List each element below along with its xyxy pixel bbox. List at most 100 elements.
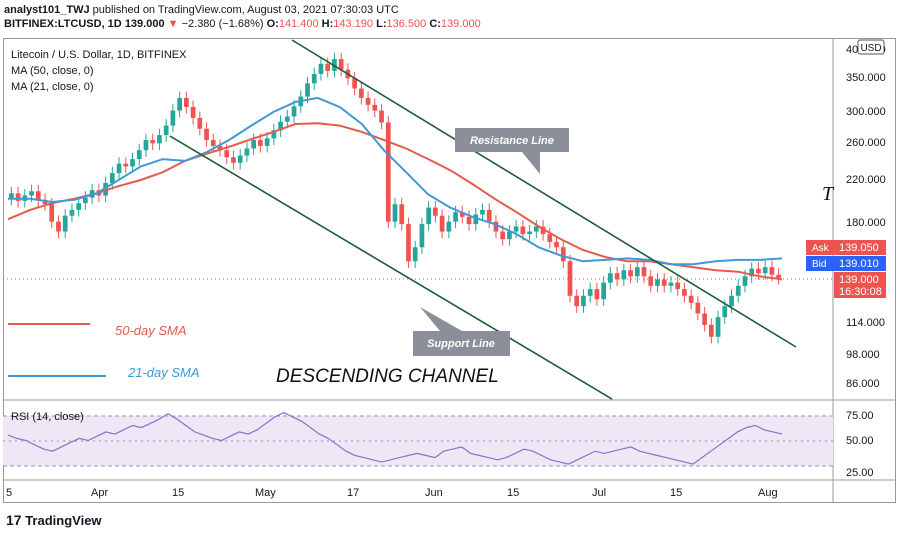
rsi-line[interactable] xyxy=(7,411,783,465)
candle-body[interactable] xyxy=(170,110,176,126)
candle-body[interactable] xyxy=(473,214,479,225)
candle-body[interactable] xyxy=(641,267,647,277)
candle-body[interactable] xyxy=(352,78,357,89)
candle-body[interactable] xyxy=(399,204,405,225)
candle-body[interactable] xyxy=(486,209,492,222)
candle-body[interactable] xyxy=(150,140,156,144)
price-axis[interactable]: 400.000 350.000 300.000 260.000 220.000 … xyxy=(846,44,886,390)
candle-body[interactable] xyxy=(715,317,721,337)
ma21-line[interactable] xyxy=(8,96,783,266)
candle-body[interactable] xyxy=(742,276,748,286)
candle-body[interactable] xyxy=(614,273,620,280)
candle-body[interactable] xyxy=(722,306,728,318)
rsi-axis[interactable]: 75.00 50.00 25.00 xyxy=(846,410,874,479)
candle-body[interactable] xyxy=(69,209,75,216)
candle-body[interactable] xyxy=(56,221,61,232)
candle-body[interactable] xyxy=(271,130,277,139)
candle-body[interactable] xyxy=(62,215,68,232)
candle-body[interactable] xyxy=(480,209,485,215)
candle-body[interactable] xyxy=(507,231,512,240)
candle-body[interactable] xyxy=(459,212,465,217)
candle-body[interactable] xyxy=(621,270,627,280)
candle-body[interactable] xyxy=(136,150,142,160)
ma50-legend[interactable]: MA (50, close, 0) xyxy=(11,65,94,77)
candle-body[interactable] xyxy=(601,282,606,300)
candle-body[interactable] xyxy=(49,204,55,222)
candle-body[interactable] xyxy=(204,128,209,141)
candle-body[interactable] xyxy=(776,274,781,278)
candle-body[interactable] xyxy=(419,224,425,248)
support-line[interactable] xyxy=(169,135,613,400)
candle-body[interactable] xyxy=(540,226,546,235)
chart-frame[interactable] xyxy=(3,38,896,503)
candle-body[interactable] xyxy=(325,63,331,71)
candle-body[interactable] xyxy=(453,212,458,222)
currency-badge[interactable] xyxy=(857,39,885,55)
candle-body[interactable] xyxy=(157,135,162,144)
candle-body[interactable] xyxy=(493,221,499,232)
candle-body[interactable] xyxy=(311,73,317,84)
time-axis[interactable]: 5 Apr 15 May 17 Jun 15 Jul 15 Aug xyxy=(6,487,778,499)
candle-body[interactable] xyxy=(594,289,600,300)
candle-body[interactable] xyxy=(338,59,344,70)
candle-body[interactable] xyxy=(661,279,667,286)
candle-body[interactable] xyxy=(513,226,519,232)
candle-body[interactable] xyxy=(560,247,566,262)
candle-body[interactable] xyxy=(574,295,580,307)
resistance-line[interactable] xyxy=(291,39,797,348)
candle-body[interactable] xyxy=(237,155,243,163)
candle-body[interactable] xyxy=(655,279,660,286)
candle-body[interactable] xyxy=(567,261,573,296)
candle-body[interactable] xyxy=(688,295,694,303)
candle-body[interactable] xyxy=(648,276,654,286)
candle-body[interactable] xyxy=(675,282,681,290)
candle-body[interactable] xyxy=(291,106,297,117)
candle-body[interactable] xyxy=(695,302,701,314)
candle-body[interactable] xyxy=(554,241,559,248)
candle-body[interactable] xyxy=(587,289,593,296)
candle-body[interactable] xyxy=(385,122,391,222)
candle-body[interactable] xyxy=(702,313,707,325)
candle-body[interactable] xyxy=(130,159,135,167)
candle-body[interactable] xyxy=(668,282,674,286)
candle-body[interactable] xyxy=(35,191,41,200)
candle-body[interactable] xyxy=(634,267,640,277)
candle-body[interactable] xyxy=(177,97,182,111)
candle-body[interactable] xyxy=(628,270,633,277)
candle-body[interactable] xyxy=(379,110,384,123)
candle-body[interactable] xyxy=(439,215,445,232)
candle-body[interactable] xyxy=(581,295,586,307)
candle-body[interactable] xyxy=(318,63,324,74)
candle-body[interactable] xyxy=(278,121,283,131)
candle-body[interactable] xyxy=(426,207,432,225)
candle-body[interactable] xyxy=(412,247,418,262)
rsi-legend[interactable]: RSI (14, close) xyxy=(11,411,84,423)
candle-body[interactable] xyxy=(76,203,82,210)
candle-body[interactable] xyxy=(392,204,398,222)
candle-body[interactable] xyxy=(244,148,250,156)
candle-body[interactable] xyxy=(756,268,761,274)
candle-body[interactable] xyxy=(433,207,438,216)
candle-body[interactable] xyxy=(184,97,189,107)
candle-body[interactable] xyxy=(372,104,378,111)
candle-body[interactable] xyxy=(103,183,108,196)
candle-body[interactable] xyxy=(217,145,223,151)
ma50-line[interactable] xyxy=(7,122,783,281)
candle-body[interactable] xyxy=(729,295,734,307)
candle-body[interactable] xyxy=(42,199,48,205)
candle-body[interactable] xyxy=(527,231,532,235)
tradingview-logo[interactable]: 17 TradingView xyxy=(6,512,102,528)
candle-body[interactable] xyxy=(735,285,741,296)
candle-body[interactable] xyxy=(9,193,14,199)
candle-body[interactable] xyxy=(358,88,364,98)
candle-body[interactable] xyxy=(83,197,88,204)
candle-body[interactable] xyxy=(163,125,169,136)
candle-body[interactable] xyxy=(406,224,411,262)
candle-body[interactable] xyxy=(116,163,122,174)
candle-body[interactable] xyxy=(190,106,196,118)
candle-body[interactable] xyxy=(547,234,553,242)
candle-body[interactable] xyxy=(197,117,203,129)
candle-body[interactable] xyxy=(143,140,149,151)
candle-body[interactable] xyxy=(608,273,613,283)
candle-body[interactable] xyxy=(264,138,270,146)
